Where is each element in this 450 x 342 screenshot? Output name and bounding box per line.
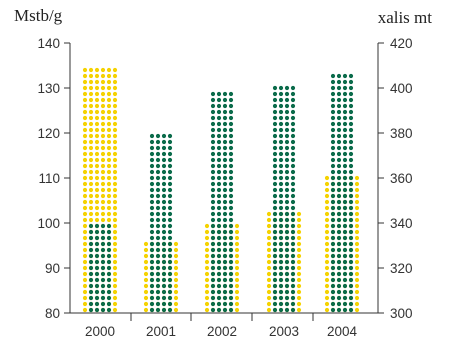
left-tick-label: 130 [37,81,60,96]
x-tick-label: 2002 [207,324,237,339]
bar-left-series [324,175,360,313]
bar-right-series [210,91,234,313]
left-tick-label: 140 [37,36,60,51]
bar-left-series [204,223,240,313]
right-tick-label: 340 [390,216,413,231]
right-axis-unit-label: xalis mt [377,8,432,27]
bar-right-series [272,85,296,313]
right-tick-label: 320 [390,261,413,276]
bars [82,67,360,313]
x-tick-label: 2003 [269,324,299,339]
right-tick-label: 360 [390,171,413,186]
right-tick-label: 380 [390,126,413,141]
x-tick-label: 2001 [146,324,176,339]
bar-right-series [149,133,173,313]
x-tick-label: 2000 [85,324,115,339]
bar-left-series [82,67,118,313]
bar-right-series [330,73,354,313]
axes [64,42,384,321]
left-tick-label: 80 [45,306,60,321]
bar-left-series [266,211,302,313]
left-axis-unit-label: Mstb/g [14,6,63,25]
right-tick-label: 420 [390,36,413,51]
left-tick-label: 90 [45,261,60,276]
left-tick-label: 110 [38,171,60,186]
right-tick-label: 300 [390,306,413,321]
bar-left-series [143,241,179,313]
left-tick-label: 100 [37,216,60,231]
left-tick-label: 120 [37,126,60,141]
tick-labels: 80 90 100 110 120 130 140 300 320 340 360 380 400 420… [37,36,412,339]
right-tick-label: 400 [390,81,413,96]
bar-right-series [88,223,112,313]
x-tick-label: 2004 [327,324,358,339]
